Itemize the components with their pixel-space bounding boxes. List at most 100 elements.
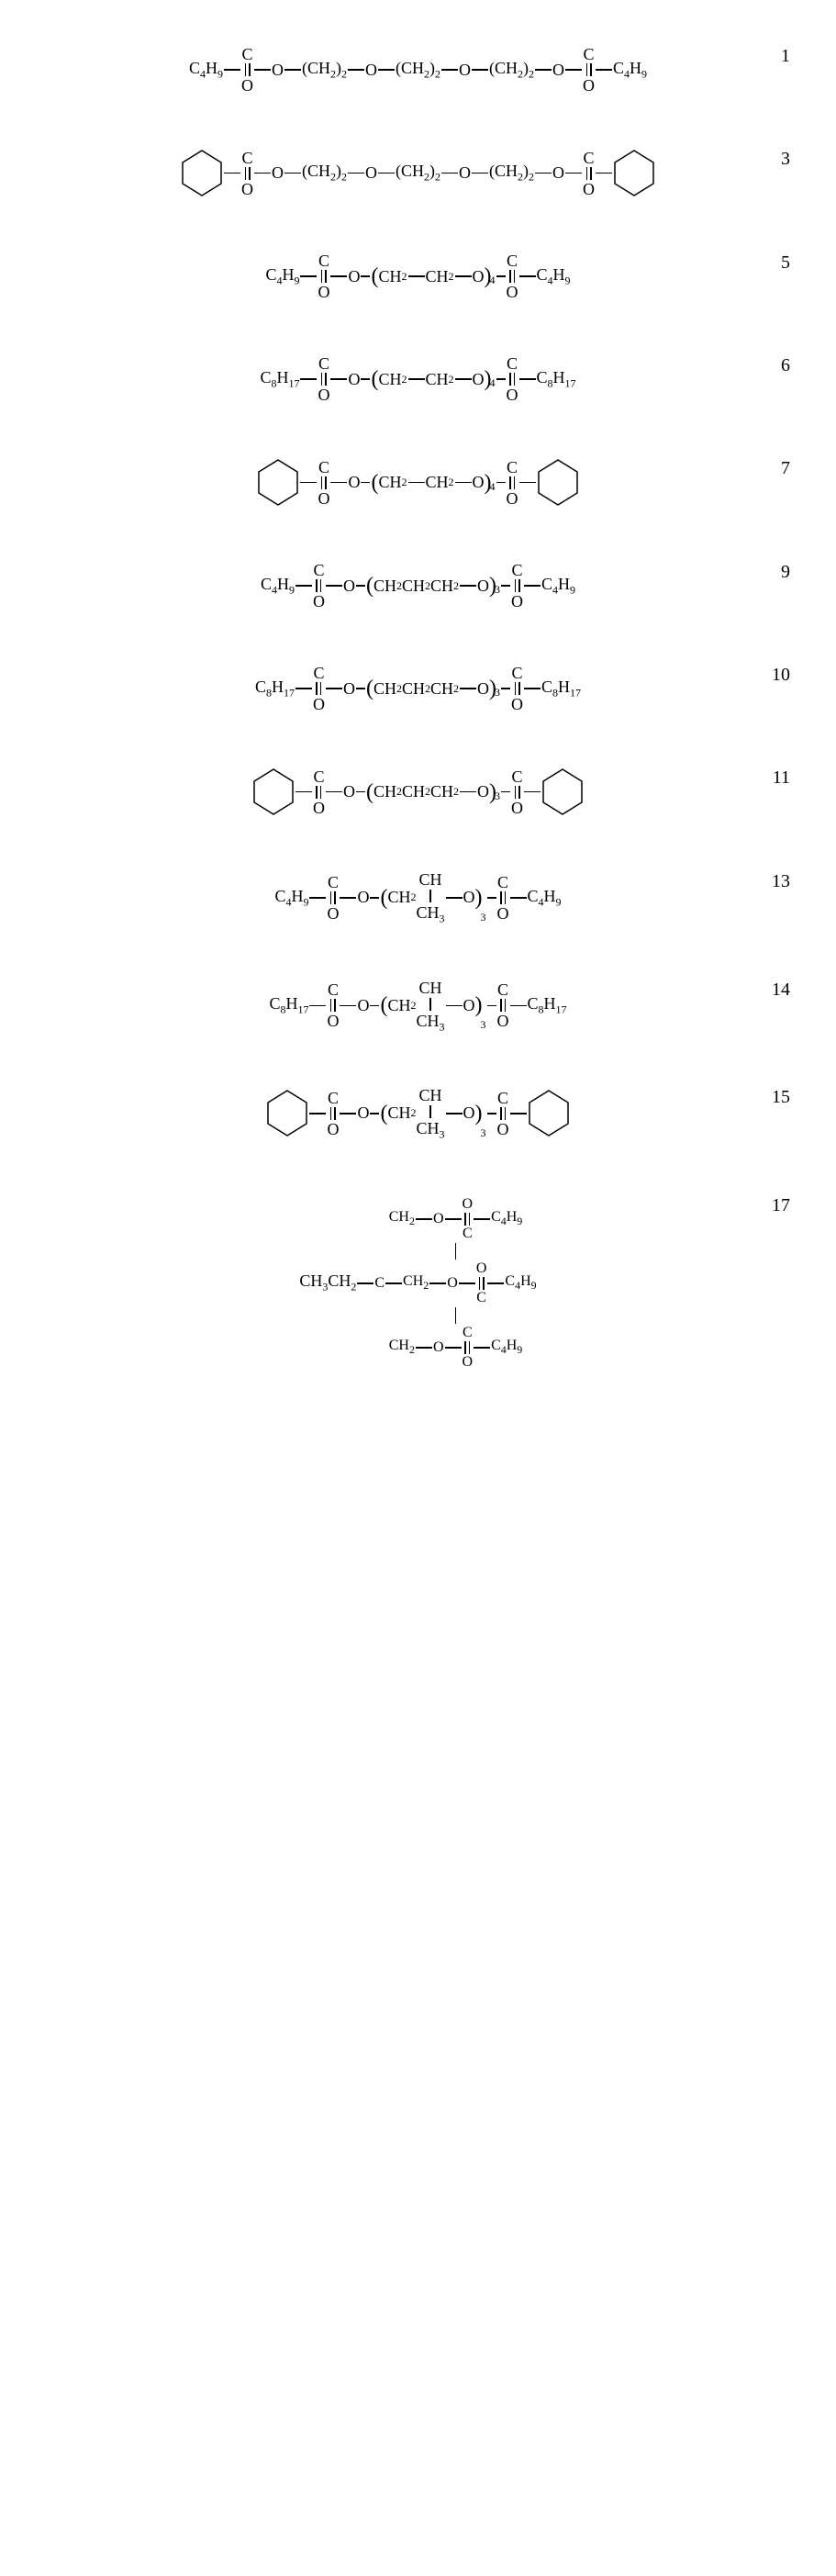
structure-number: 14: [772, 980, 790, 1001]
structure-13: 13 C4H9 CO O (CH2CHCH3O)3 CO C4H9: [9, 871, 827, 924]
oxygen: O: [348, 370, 360, 389]
right-alkyl: C4H9: [613, 59, 647, 82]
right-alkyl: C4H9: [528, 887, 562, 910]
left-alkyl: C4H9: [274, 887, 308, 910]
carbonyl-icon: CO: [497, 981, 509, 1029]
structure-number: 13: [772, 871, 790, 892]
chemical-formula: C8H17 CO O (CH2CH2CH2O)3 CO C8H17: [9, 665, 827, 712]
right-alkyl: C4H9: [537, 265, 571, 288]
structure-10: 10 C8H17 CO O (CH2CH2CH2O)3 CO C8H17: [9, 665, 827, 712]
oxygen: O: [272, 163, 284, 183]
structure-number: 11: [773, 767, 790, 789]
carbonyl-icon: CO: [511, 665, 523, 712]
repeat-unit: (CH2CHCH3O)3: [380, 1087, 485, 1140]
repeat-unit: (CH2CHCH3O)3: [380, 871, 485, 924]
left-alkyl: C8H17: [260, 368, 299, 391]
right-alkyl: C4H9: [541, 575, 575, 598]
oxygen: O: [343, 679, 355, 699]
carbonyl-icon: CO: [313, 562, 325, 610]
cyclohexyl-icon: [528, 1089, 570, 1137]
ch-branch: CHCH3: [417, 980, 445, 1033]
vertical-bond-icon: [455, 1243, 457, 1260]
oxygen: O: [348, 473, 360, 492]
cyclohexyl-icon: [181, 149, 223, 197]
oxygen: O: [343, 782, 355, 801]
ch2-group: (CH2)2: [302, 59, 347, 82]
ethyl-group: CH3CH2: [299, 1271, 356, 1294]
structure-number: 6: [781, 355, 790, 376]
ester-arm-bottom: CH2O CO C4H9: [389, 1326, 523, 1370]
left-alkyl: C8H17: [255, 678, 295, 700]
oxygen: O: [552, 61, 564, 80]
left-alkyl: C4H9: [265, 265, 299, 288]
oxygen: O: [357, 1103, 369, 1123]
oxygen: O: [343, 577, 355, 596]
right-alkyl: C8H17: [541, 678, 581, 700]
carbonyl-icon: CO: [583, 150, 595, 197]
right-alkyl: C8H17: [528, 994, 567, 1017]
structure-15: 15 CO O (CH2CHCH3O)3 CO: [9, 1087, 827, 1140]
repeat-unit: (CH2CH2CH2O)3: [366, 678, 500, 700]
carbonyl-icon: CO: [583, 46, 595, 94]
oxygen: O: [459, 61, 471, 80]
structure-number: 9: [781, 562, 790, 583]
oxygen: O: [365, 61, 377, 80]
vertical-bond-icon: [455, 1307, 457, 1324]
chemical-formula: C4H9 CO O (CH2CH2CH2O)3 CO C4H9: [9, 562, 827, 610]
cyclohexyl-icon: [537, 458, 579, 507]
chemical-formula: CO O (CH2CHCH3O)3 CO: [9, 1087, 827, 1140]
carbonyl-icon: OC: [476, 1261, 487, 1305]
repeat-unit: (CH2CH2O)4: [371, 472, 495, 494]
structure-number: 7: [781, 458, 790, 479]
ch2-group: (CH2)2: [302, 162, 347, 185]
repeat-unit: (CH2CH2O)4: [371, 265, 495, 287]
structure-3: 3 CO O (CH2)2 O (CH2)2 O (CH2)2 O CO: [9, 149, 827, 197]
carbonyl-icon: CO: [313, 665, 325, 712]
ch2-group: (CH2)2: [489, 59, 534, 82]
carbonyl-icon: CO: [511, 562, 523, 610]
chemical-formula: C8H17 CO O (CH2CHCH3O)3 CO C8H17: [9, 980, 827, 1033]
structure-number: 15: [772, 1087, 790, 1108]
ch2-group: (CH2)2: [396, 162, 440, 185]
chemical-formula: C8H17 CO O (CH2CH2O)4 CO C8H17: [9, 355, 827, 403]
chemical-formula: C4H9 CO O (CH2)2 O (CH2)2 O (CH2)2 O CO …: [9, 46, 827, 94]
cyclohexyl-icon: [252, 767, 295, 816]
structure-17: 17 CH3CH2 CH2O OC C4H9 C CH2O OC C4H9: [9, 1195, 827, 1372]
structure-7: 7 CO O (CH2CH2O)4 CO: [9, 458, 827, 507]
oxygen: O: [552, 163, 564, 183]
carbonyl-icon: CO: [241, 150, 253, 197]
repeat-unit: (CH2CH2O)4: [371, 368, 495, 390]
cyclohexyl-icon: [257, 458, 299, 507]
structure-number: 5: [781, 252, 790, 274]
chemical-formula: CH3CH2 CH2O OC C4H9 C CH2O OC C4H9: [9, 1195, 827, 1372]
structure-number: 10: [772, 665, 790, 686]
left-alkyl: C8H17: [269, 994, 308, 1017]
carbonyl-icon: CO: [507, 355, 518, 403]
carbonyl-icon: CO: [318, 252, 329, 300]
ester-arm-top: CH2O OC C4H9: [389, 1197, 523, 1241]
carbonyl-icon: CO: [318, 355, 329, 403]
ch2-group: (CH2)2: [489, 162, 534, 185]
carbonyl-icon: CO: [507, 459, 518, 507]
carbonyl-icon: CO: [318, 459, 329, 507]
carbonyl-icon: CO: [327, 981, 339, 1029]
ch-branch: CHCH3: [417, 1087, 445, 1140]
structure-9: 9 C4H9 CO O (CH2CH2CH2O)3 CO C4H9: [9, 562, 827, 610]
right-alkyl: C8H17: [537, 368, 576, 391]
structure-6: 6 C8H17 CO O (CH2CH2O)4 CO C8H17: [9, 355, 827, 403]
oxygen: O: [365, 163, 377, 183]
repeat-unit: (CH2CHCH3O)3: [380, 980, 485, 1033]
structure-5: 5 C4H9 CO O (CH2CH2O)4 CO C4H9: [9, 252, 827, 300]
ch2-group: (CH2)2: [396, 59, 440, 82]
carbonyl-icon: CO: [463, 1326, 474, 1370]
carbonyl-icon: CO: [241, 46, 253, 94]
chemical-formula: C4H9 CO O (CH2CH2O)4 CO C4H9: [9, 252, 827, 300]
carbonyl-icon: CO: [313, 768, 325, 816]
carbonyl-icon: CO: [497, 874, 509, 922]
structure-number: 1: [781, 46, 790, 67]
left-alkyl: C4H9: [189, 59, 223, 82]
carbonyl-icon: CO: [507, 252, 518, 300]
cyclohexyl-icon: [266, 1089, 308, 1137]
left-alkyl: C4H9: [261, 575, 295, 598]
structure-1: 1 C4H9 CO O (CH2)2 O (CH2)2 O (CH2)2 O C…: [9, 46, 827, 94]
